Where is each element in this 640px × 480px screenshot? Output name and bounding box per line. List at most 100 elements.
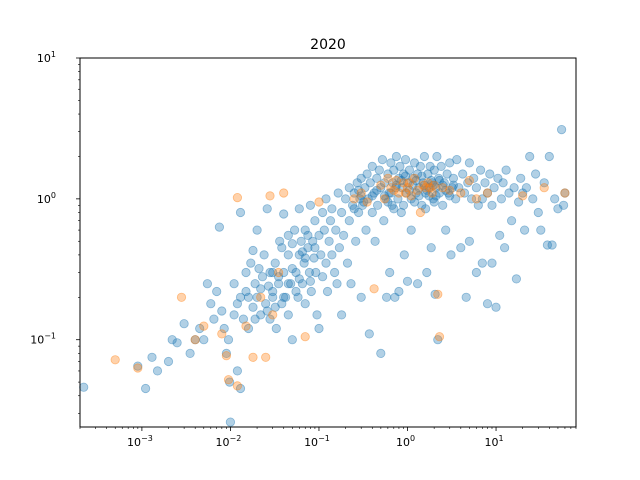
scatter-point xyxy=(289,225,300,235)
scatter-point xyxy=(402,276,413,286)
scatter-point xyxy=(379,178,390,188)
scatter-point xyxy=(212,286,222,297)
scatter-point xyxy=(447,183,457,193)
scatter-point xyxy=(265,191,275,201)
scatter-point xyxy=(431,191,441,201)
scatter-point xyxy=(415,207,425,218)
scatter-point xyxy=(396,207,406,218)
scatter-point xyxy=(250,314,260,324)
scatter-point xyxy=(206,299,216,309)
scatter-point xyxy=(325,216,336,226)
scatter-point xyxy=(393,194,403,204)
scatter-point xyxy=(344,183,354,193)
scatter-point xyxy=(297,247,307,257)
scatter-point xyxy=(487,258,497,268)
scatter-point xyxy=(351,236,361,246)
scatter-point xyxy=(376,183,386,193)
scatter-point xyxy=(456,188,466,198)
scatter-point xyxy=(386,188,396,198)
scatter-point xyxy=(426,243,436,253)
scatter-point xyxy=(254,263,264,274)
scatter-point xyxy=(487,200,497,210)
scatter-point xyxy=(558,200,569,210)
scatter-point xyxy=(344,216,354,226)
scatter-point xyxy=(425,183,435,193)
scatter-point xyxy=(475,165,486,175)
scatter-point xyxy=(356,292,366,302)
scatter-point xyxy=(252,292,262,302)
scatter-point xyxy=(279,267,289,278)
scatter-point xyxy=(133,363,143,373)
scatter-point xyxy=(434,175,445,186)
scatter-point xyxy=(389,165,399,175)
scatter-point xyxy=(445,158,455,168)
scatter-point xyxy=(199,321,209,331)
scatter-point xyxy=(412,279,423,289)
scatter-point xyxy=(471,183,481,193)
scatter-point xyxy=(256,284,266,294)
scatter-point xyxy=(217,306,227,316)
scatter-point xyxy=(424,183,434,193)
scatter-point xyxy=(305,200,315,210)
scatter-point xyxy=(452,155,462,165)
scatter-point xyxy=(363,194,373,204)
scatter-point xyxy=(425,161,435,171)
scatter-point xyxy=(445,185,455,195)
scatter-point xyxy=(464,175,474,186)
scatter-point xyxy=(409,197,420,207)
scatter-point xyxy=(406,191,416,201)
scatter-point xyxy=(521,183,532,193)
scatter-point xyxy=(322,286,333,297)
scatter-point xyxy=(409,158,420,168)
scatter-point xyxy=(429,165,439,175)
scatter-point xyxy=(147,352,157,362)
scatter-point xyxy=(400,188,411,198)
scatter-point xyxy=(525,151,535,162)
scatter-point xyxy=(190,335,200,345)
scatter-point xyxy=(466,194,477,204)
scatter-point xyxy=(386,183,396,193)
scatter-point xyxy=(273,267,284,278)
scatter-point xyxy=(560,188,570,198)
scatter-point xyxy=(550,194,560,204)
scatter-point xyxy=(379,216,389,226)
scatter-point xyxy=(431,183,441,193)
x-axis: 10−3 10−2 10−1 100 101 xyxy=(79,427,577,449)
scatter-point xyxy=(400,171,411,181)
scatter-point xyxy=(299,258,309,268)
scatter-point xyxy=(411,175,421,186)
scatter-point xyxy=(310,243,320,253)
scatter-point xyxy=(314,323,324,334)
scatter-point xyxy=(489,183,499,193)
scatter-point xyxy=(327,204,337,214)
scatter-point xyxy=(270,258,280,268)
scatter-point xyxy=(396,175,406,186)
scatter-point xyxy=(433,289,443,299)
scatter-point xyxy=(324,236,334,246)
scatter-point xyxy=(256,292,266,302)
scatter-point xyxy=(400,155,411,165)
scatter-point xyxy=(296,236,306,246)
scatter-point xyxy=(385,267,395,278)
scatter-point xyxy=(377,155,387,165)
scatter-point xyxy=(232,366,242,376)
scatter-point xyxy=(300,299,310,309)
scatter-point xyxy=(471,267,481,278)
scatter-point xyxy=(241,321,251,331)
scatter-point xyxy=(387,200,397,210)
scatter-point xyxy=(547,240,557,250)
scatter-point xyxy=(280,292,291,302)
scatter-point xyxy=(273,279,284,289)
scatter-point xyxy=(463,178,473,188)
scatter-point xyxy=(283,230,293,240)
scatter-point xyxy=(422,267,432,278)
scatter-point xyxy=(357,200,368,210)
scatter-point xyxy=(436,161,446,171)
scatter-point xyxy=(406,194,416,204)
scatter-point xyxy=(303,230,313,240)
scatter-point xyxy=(464,236,474,246)
scatter-point xyxy=(232,299,242,309)
scatter-point xyxy=(477,194,487,204)
scatter-point xyxy=(423,169,433,179)
scatter-point xyxy=(433,335,443,345)
